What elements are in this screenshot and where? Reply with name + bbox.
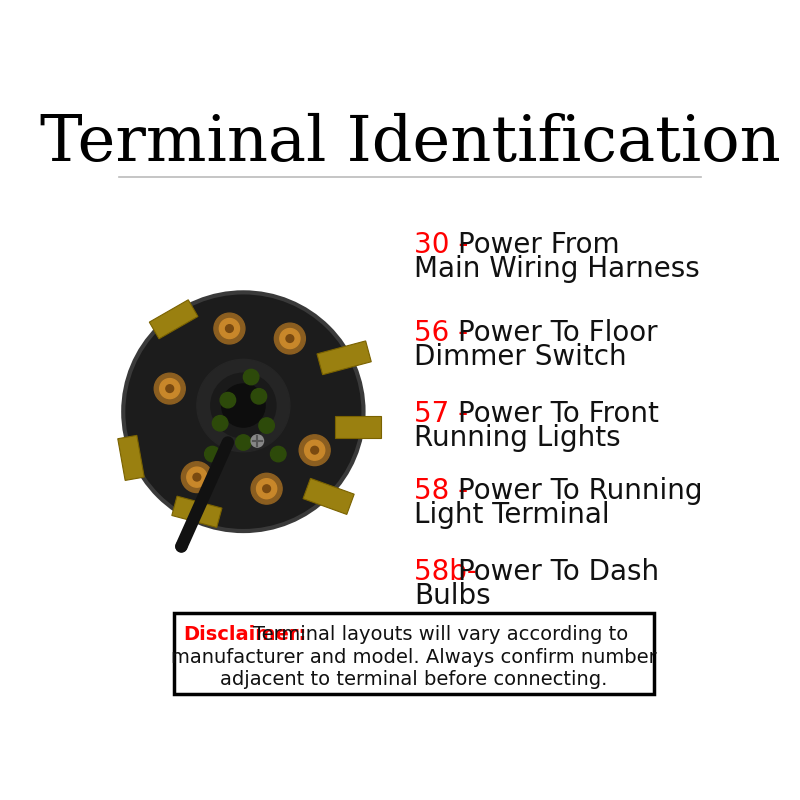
Circle shape [243, 370, 259, 385]
Circle shape [205, 446, 220, 462]
Text: 30 -: 30 - [414, 230, 477, 258]
Circle shape [187, 467, 207, 487]
Text: Power To Floor: Power To Floor [458, 319, 658, 347]
Circle shape [251, 389, 266, 404]
Circle shape [274, 323, 306, 354]
Text: 58b-: 58b- [414, 558, 486, 586]
Circle shape [251, 474, 282, 504]
Circle shape [262, 485, 270, 493]
Text: 57 -: 57 - [414, 400, 477, 428]
Circle shape [160, 378, 180, 398]
Circle shape [211, 373, 276, 438]
Text: Power From: Power From [458, 230, 620, 258]
Text: Power To Running: Power To Running [458, 477, 703, 505]
Circle shape [310, 446, 318, 454]
Circle shape [182, 462, 212, 493]
Circle shape [257, 478, 277, 498]
Circle shape [212, 415, 228, 431]
Text: Power To Front: Power To Front [458, 400, 659, 428]
Circle shape [305, 440, 325, 460]
Circle shape [214, 313, 245, 344]
Text: manufacturer and model. Always confirm number: manufacturer and model. Always confirm n… [171, 648, 657, 666]
Text: adjacent to terminal before connecting.: adjacent to terminal before connecting. [220, 670, 607, 690]
Circle shape [280, 329, 300, 349]
Text: 56 -: 56 - [414, 319, 477, 347]
Circle shape [222, 384, 265, 427]
Circle shape [197, 359, 290, 452]
Circle shape [154, 373, 186, 404]
Circle shape [236, 435, 251, 450]
Text: Terminal layouts will vary according to: Terminal layouts will vary according to [253, 625, 628, 644]
Text: Running Lights: Running Lights [414, 424, 621, 452]
Circle shape [193, 474, 201, 481]
Text: Dimmer Switch: Dimmer Switch [414, 343, 626, 371]
Circle shape [176, 541, 187, 552]
Circle shape [219, 318, 239, 338]
Text: Light Terminal: Light Terminal [414, 501, 610, 529]
Circle shape [123, 292, 363, 531]
Bar [335, 416, 382, 438]
Circle shape [226, 325, 234, 332]
Text: Power To Dash: Power To Dash [458, 558, 659, 586]
Text: Bulbs: Bulbs [414, 582, 490, 610]
Bar [172, 496, 222, 527]
Text: Main Wiring Harness: Main Wiring Harness [414, 254, 700, 282]
Text: 58 -: 58 - [414, 477, 477, 505]
Circle shape [251, 434, 263, 447]
Bar [303, 478, 354, 514]
Circle shape [166, 385, 174, 393]
Bar [150, 300, 198, 339]
Circle shape [299, 435, 330, 466]
Circle shape [259, 418, 274, 434]
Bar [174, 614, 654, 694]
Bar [317, 341, 371, 374]
Text: Disclaimer:: Disclaimer: [183, 625, 306, 644]
Circle shape [270, 446, 286, 462]
Circle shape [220, 393, 236, 408]
Bar [118, 435, 144, 481]
Text: Terminal Identification: Terminal Identification [40, 114, 780, 174]
Circle shape [286, 334, 294, 342]
